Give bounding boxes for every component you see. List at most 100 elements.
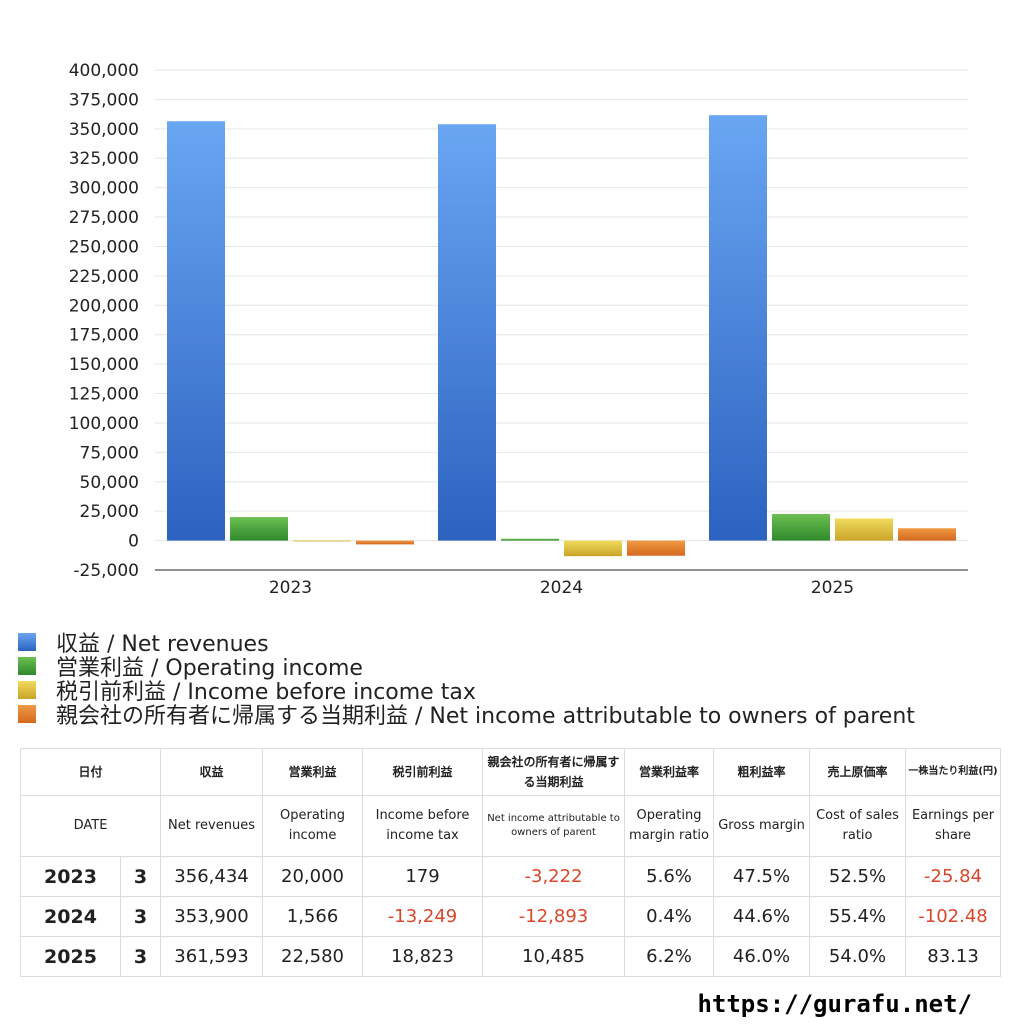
y-tick-label: 400,000 [69,61,139,81]
header-en-net-income-parent: Net income attributable to owners of par… [482,795,626,857]
header-en-eps: Earnings per share [905,795,1002,857]
x-tick-label: 2025 [811,578,854,598]
cell-cost-of-sales: 54.0% [809,936,907,977]
cell-gross-margin: 46.0% [713,936,811,977]
header-en-income-before-tax: Income before income tax [362,795,484,857]
bar-2024-series-3 [627,540,685,556]
header-jp-gross-margin: 粗利益率 [713,748,811,796]
cell-net-income-parent: -12,893 [482,896,626,937]
cell-net-income-parent: -3,222 [482,856,626,897]
header-en-operating-margin: Operating margin ratio [624,795,715,857]
cell-year: 2025 [20,936,121,977]
header-jp-net-revenues: 収益 [160,748,264,796]
table-row: 2024 3 353,900 1,566 -13,249 -12,893 0.4… [20,896,1002,937]
y-tick-label: 325,000 [69,149,139,169]
bar-2023-series-0 [167,121,225,541]
legend-label-net-revenues: 収益 / Net revenues [56,632,269,657]
cell-income-before-tax: -13,249 [362,896,484,937]
cell-eps: -102.48 [905,896,1002,937]
cell-month: 3 [119,856,162,897]
y-tick-label: 25,000 [80,502,139,522]
y-tick-label: 300,000 [69,179,139,199]
bar-2025-series-0 [709,115,767,541]
cell-cost-of-sales: 52.5% [809,856,907,897]
y-tick-label: 0 [128,532,139,552]
legend-label-net-income-parent: 親会社の所有者に帰属する当期利益 / Net income attributab… [56,704,915,729]
y-tick-label: 275,000 [69,208,139,228]
cell-year: 2023 [20,856,121,897]
y-tick-label: 175,000 [69,326,139,346]
cell-gross-margin: 44.6% [713,896,811,937]
header-jp-net-income-parent: 親会社の所有者に帰属する当期利益 [482,748,626,796]
legend-swatch-net-revenues [18,633,36,651]
cell-net-revenues: 356,434 [160,856,264,897]
chart-legend: 収益 / Net revenues 営業利益 / Operating incom… [18,630,1018,729]
legend-item-net-income-parent: 親会社の所有者に帰属する当期利益 / Net income attributab… [18,702,1018,729]
header-en-gross-margin: Gross margin [713,795,811,857]
y-tick-label: 50,000 [80,473,139,493]
source-url: https://gurafu.net/ [697,990,972,1018]
y-tick-label: 250,000 [69,237,139,257]
cell-income-before-tax: 18,823 [362,936,484,977]
x-tick-label: 2023 [269,578,312,598]
legend-item-net-revenues: 収益 / Net revenues [18,630,1018,657]
bar-2024-series-0 [438,124,496,541]
legend-swatch-net-income-parent [18,705,36,723]
header-jp-date: 日付 [19,748,162,796]
bar-2023-series-2 [293,540,351,542]
bar-2025-series-3 [898,528,956,541]
cell-net-income-parent: 10,485 [482,936,626,977]
cell-net-revenues: 353,900 [160,896,264,937]
cell-month: 3 [119,896,162,937]
cell-year: 2024 [20,896,121,937]
bar-2025-series-2 [835,518,893,541]
bar-2023-series-3 [356,540,414,545]
cell-operating-income: 22,580 [262,936,364,977]
header-jp-operating-income: 営業利益 [262,748,364,796]
y-tick-label: 225,000 [69,267,139,287]
cell-income-before-tax: 179 [362,856,484,897]
legend-swatch-operating-income [18,657,36,675]
cell-operating-income: 1,566 [262,896,364,937]
table-header-en: DATE Net revenues Operating income Incom… [19,795,1002,857]
legend-item-operating-income: 営業利益 / Operating income [18,654,1018,681]
financial-table: 日付 収益 営業利益 税引前利益 親会社の所有者に帰属する当期利益 営業利益率 … [19,748,1002,977]
y-tick-label: 200,000 [69,296,139,316]
cell-operating-margin: 5.6% [624,856,715,897]
cell-operating-margin: 0.4% [624,896,715,937]
bar-2024-series-1 [501,538,559,541]
legend-swatch-income-before-tax [18,681,36,699]
header-en-cost-of-sales: Cost of sales ratio [809,795,907,857]
cell-operating-income: 20,000 [262,856,364,897]
table-row: 2025 3 361,593 22,580 18,823 10,485 6.2%… [20,936,1002,977]
header-jp-cost-of-sales: 売上原価率 [809,748,907,796]
bar-chart: 400,000 375,000 350,000 325,000 300,000 275,0… [69,61,968,598]
header-jp-eps: 一株当たり利益(円) [905,748,1002,796]
cell-cost-of-sales: 55.4% [809,896,907,937]
cell-eps: 83.13 [905,936,1002,977]
bar-2024-series-2 [564,540,622,557]
cell-net-revenues: 361,593 [160,936,264,977]
cell-month: 3 [119,936,162,977]
legend-item-income-before-tax: 税引前利益 / Income before income tax [18,678,1018,705]
legend-label-operating-income: 営業利益 / Operating income [56,656,363,681]
header-en-operating-income: Operating income [262,795,364,857]
table-row: 2023 3 356,434 20,000 179 -3,222 5.6% 47… [20,856,1002,897]
legend-label-income-before-tax: 税引前利益 / Income before income tax [56,680,476,705]
y-tick-label: 125,000 [69,385,139,405]
y-tick-label: 75,000 [80,443,139,463]
y-tick-label: 150,000 [69,355,139,375]
table-header-jp: 日付 収益 営業利益 税引前利益 親会社の所有者に帰属する当期利益 営業利益率 … [19,748,1002,796]
x-tick-label: 2024 [540,578,583,598]
y-tick-label: 375,000 [69,90,139,110]
cell-eps: -25.84 [905,856,1002,897]
y-tick-label: -25,000 [73,561,139,581]
bar-2025-series-1 [772,514,830,541]
bar-2023-series-1 [230,517,288,541]
header-en-net-revenues: Net revenues [160,795,264,857]
y-tick-label: 100,000 [69,414,139,434]
header-jp-income-before-tax: 税引前利益 [362,748,484,796]
cell-gross-margin: 47.5% [713,856,811,897]
header-jp-operating-margin: 営業利益率 [624,748,715,796]
header-en-date: DATE [19,795,162,857]
